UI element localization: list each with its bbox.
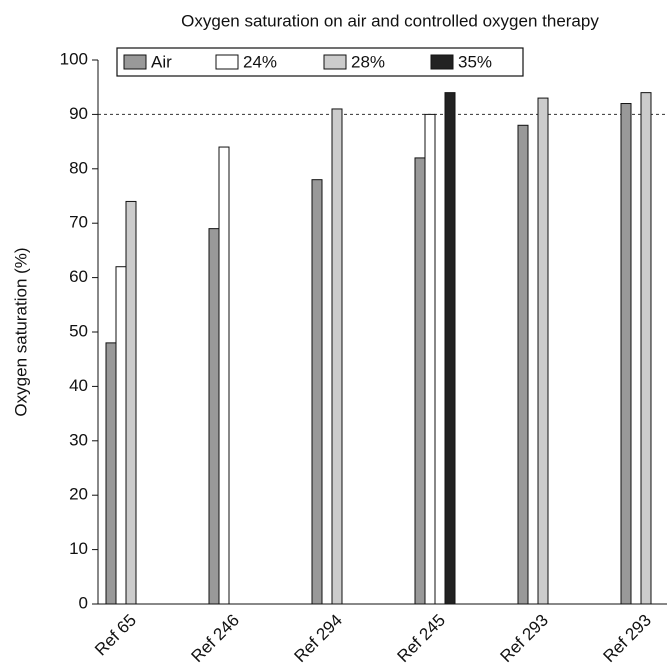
bar <box>414 157 426 605</box>
bar <box>620 103 632 605</box>
bar <box>331 108 343 605</box>
bar <box>105 342 117 605</box>
legend-swatch <box>215 54 239 70</box>
x-tick-label: Ref 294 <box>290 611 346 667</box>
x-tick-label: Ref 65 <box>91 611 140 660</box>
y-tick-label: 100 <box>60 49 88 68</box>
y-tick-label: 10 <box>69 539 88 558</box>
x-tick-label: Ref 245 <box>393 611 449 667</box>
x-tick-label: Ref 293 <box>496 611 552 667</box>
bar <box>537 97 549 605</box>
y-tick-label: 30 <box>69 430 88 449</box>
legend-label: Air <box>151 52 172 71</box>
legend-label: 24% <box>243 52 277 71</box>
legend-swatch <box>430 54 454 70</box>
chart-title: Oxygen saturation on air and controlled … <box>181 11 599 30</box>
y-tick-label: 40 <box>69 376 88 395</box>
bar <box>218 146 230 605</box>
bar <box>517 124 529 605</box>
legend-label: 35% <box>458 52 492 71</box>
y-tick-label: 80 <box>69 158 88 177</box>
y-tick-label: 50 <box>69 321 88 340</box>
y-tick-label: 20 <box>69 485 88 504</box>
x-tick-label: Ref 246 <box>187 611 243 667</box>
legend-swatch <box>323 54 347 70</box>
y-tick-label: 70 <box>69 213 88 232</box>
bar <box>208 228 220 605</box>
bar <box>125 200 137 605</box>
legend-box <box>116 47 524 77</box>
y-axis-label: Oxygen saturation (%) <box>11 247 30 416</box>
y-tick-label: 90 <box>69 104 88 123</box>
y-tick-label: 60 <box>69 267 88 286</box>
bar <box>640 92 652 605</box>
legend-label: 28% <box>351 52 385 71</box>
bar <box>424 113 436 605</box>
bar <box>115 266 127 605</box>
x-tick-label: Ref 293 <box>599 611 655 667</box>
y-tick-label: 0 <box>79 593 88 612</box>
legend-swatch <box>123 54 147 70</box>
bar <box>444 92 456 605</box>
bar <box>311 179 323 605</box>
